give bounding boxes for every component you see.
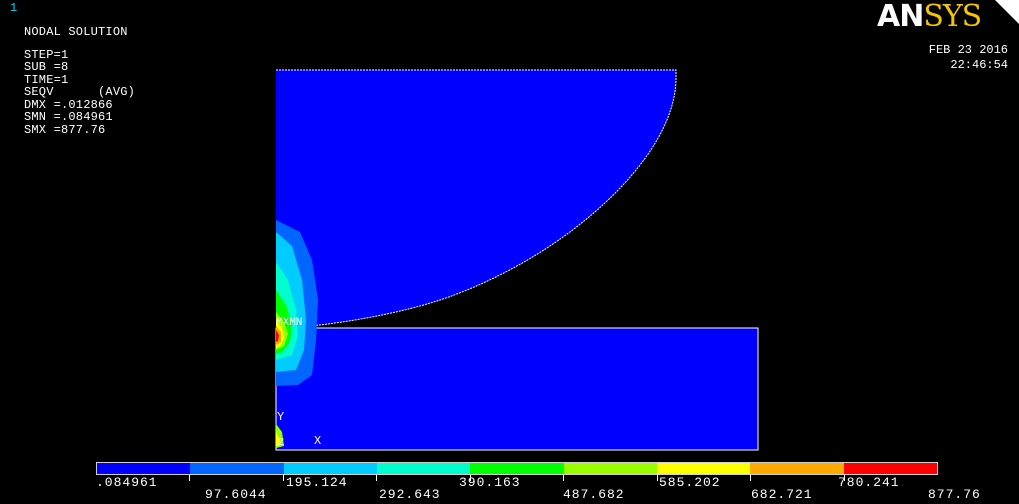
legend-value-lower: 292.643: [379, 487, 441, 502]
upper-body-edge: [276, 69, 677, 327]
legend-band-2: [190, 463, 284, 474]
contour-legend: .084961 195.124 390.163 585.202 780.241 …: [96, 462, 980, 502]
mx-mn-label: MXMN: [276, 317, 302, 329]
legend-value-lower: 487.682: [563, 487, 625, 502]
ansys-logo: ANSYS: [877, 0, 982, 34]
info-result-type: SEQV (AVG): [24, 85, 136, 99]
legend-value-lower: 97.6044: [205, 487, 267, 502]
lower-body: [275, 327, 759, 451]
info-dmx: DMX =.012866: [24, 97, 113, 112]
legend-tick: [376, 475, 377, 481]
legend-value-lower: 877.76: [928, 487, 981, 502]
legend-tick: [470, 475, 471, 481]
legend-value-upper: 195.124: [286, 475, 348, 490]
legend-value-upper: 390.163: [459, 475, 521, 490]
logo-sys: SYS: [923, 0, 982, 34]
axis-y-label: Y: [277, 410, 284, 424]
solution-title: NODAL SOLUTION: [24, 25, 128, 39]
date-label: FEB 23 2016: [928, 43, 1008, 57]
legend-color-bar: [96, 462, 938, 475]
info-sub: SUB =8: [24, 60, 69, 74]
solution-info: NODAL SOLUTION STEP=1 SUB =8 TIME=1 SEQV…: [24, 26, 135, 136]
time-label: 22:46:54: [950, 58, 1008, 72]
upper-body: [276, 70, 676, 327]
legend-value-upper: .084961: [96, 475, 158, 490]
legend-tick: [657, 475, 658, 481]
legend-band-5: [470, 463, 564, 474]
axis-z-label: Z: [278, 438, 284, 449]
legend-band-6: [563, 463, 657, 474]
legend-band-4: [376, 463, 471, 474]
legend-band-8: [750, 463, 844, 474]
legend-band-7: [656, 463, 751, 474]
window-number: 1: [10, 1, 18, 15]
info-smx: SMX =877.76: [24, 122, 106, 137]
legend-tick: [844, 475, 845, 481]
legend-tick: [563, 475, 564, 481]
legend-value-upper: 780.241: [838, 475, 900, 490]
timestamp: FEB 23 2016 22:46:54: [929, 43, 1008, 73]
legend-tick: [750, 475, 751, 481]
info-smn: SMN =.084961: [24, 110, 113, 124]
page-fold-corner: [995, 0, 1019, 24]
legend-tick: [189, 475, 190, 481]
info-step: STEP=1: [24, 47, 69, 62]
legend-tick: [283, 475, 284, 481]
legend-value-lower: 682.721: [751, 487, 813, 502]
axis-x-label: X: [314, 434, 321, 448]
legend-value-upper: 585.202: [659, 475, 721, 490]
info-time: TIME=1: [24, 72, 69, 87]
logo-an: AN: [877, 0, 924, 34]
legend-band-9: [843, 463, 937, 474]
legend-band-1: [97, 463, 191, 474]
contact-stress-bands: [276, 220, 318, 448]
legend-band-3: [283, 463, 377, 474]
